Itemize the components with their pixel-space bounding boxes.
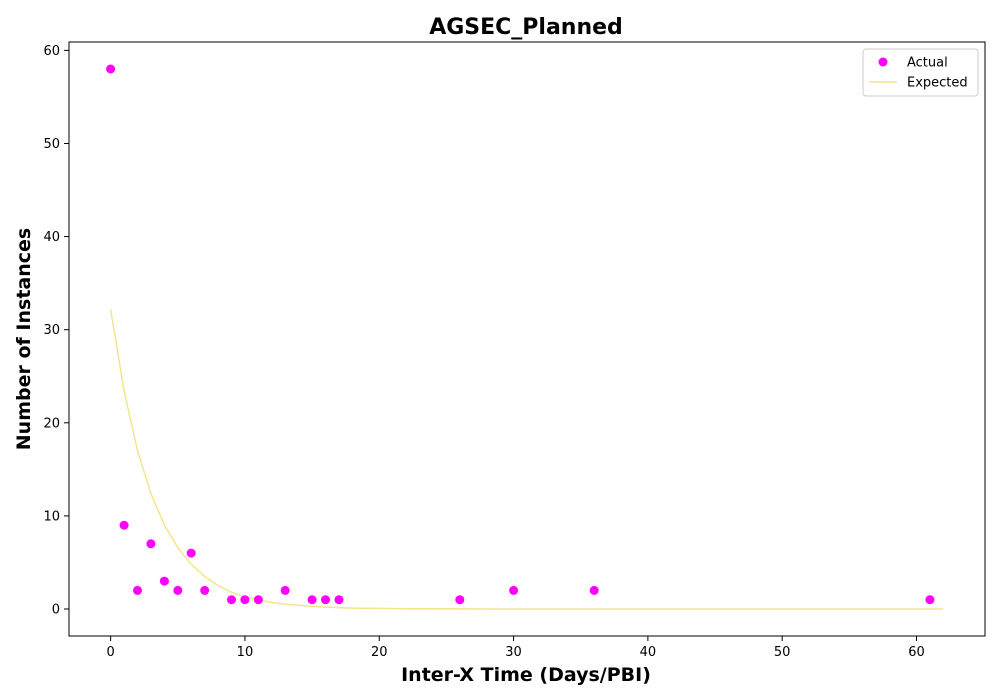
- actual-point: [240, 595, 250, 605]
- legend-box: [862, 48, 979, 97]
- plot-frame: [68, 41, 986, 637]
- actual-point: [200, 585, 210, 595]
- actual-point: [589, 585, 599, 595]
- x-tick-label: 30: [505, 645, 522, 660]
- x-axis-label: Inter-X Time (Days/PBI): [401, 664, 651, 686]
- actual-point: [227, 595, 236, 605]
- x-tick-label: 50: [774, 645, 791, 660]
- y-tick-label: 10: [43, 509, 60, 524]
- x-tick-label: 40: [640, 645, 657, 660]
- actual-point: [119, 520, 129, 530]
- actual-point: [253, 595, 263, 605]
- actual-point: [186, 548, 196, 558]
- actual-point: [334, 595, 344, 605]
- actual-point: [173, 585, 183, 595]
- x-tick-label: 20: [371, 645, 388, 660]
- actual-point: [133, 585, 142, 595]
- actual-point: [455, 595, 465, 605]
- actual-point: [307, 595, 317, 605]
- x-tick-label: 60: [908, 645, 925, 660]
- x-tick-label: 10: [237, 645, 254, 660]
- legend-expected-label: Expected: [907, 76, 968, 91]
- y-tick-label: 0: [52, 603, 60, 618]
- actual-point: [280, 585, 290, 595]
- y-axis-label: Number of Instances: [13, 228, 35, 450]
- actual-point: [146, 539, 156, 549]
- actual-point: [321, 595, 330, 605]
- legend-actual-label: Actual: [907, 56, 948, 71]
- y-tick-label: 40: [43, 230, 60, 245]
- actual-point: [509, 585, 519, 595]
- actual-point: [159, 576, 169, 586]
- y-tick-label: 50: [43, 137, 60, 152]
- plot-area: 0 10 20 30 40 50 60 0 10 20 30 40 50 60 Actual Expected: [43, 41, 986, 660]
- y-tick-label: 60: [43, 44, 60, 59]
- actual-point: [106, 64, 116, 74]
- x-tick-label: 0: [106, 645, 114, 660]
- actual-point: [925, 595, 935, 605]
- y-tick-label: 30: [43, 323, 60, 338]
- expected-line: [109, 309, 944, 610]
- chart-title: AGSEC_Planned: [429, 15, 623, 40]
- y-tick-label: 20: [43, 416, 60, 431]
- legend-actual-marker: [878, 57, 888, 67]
